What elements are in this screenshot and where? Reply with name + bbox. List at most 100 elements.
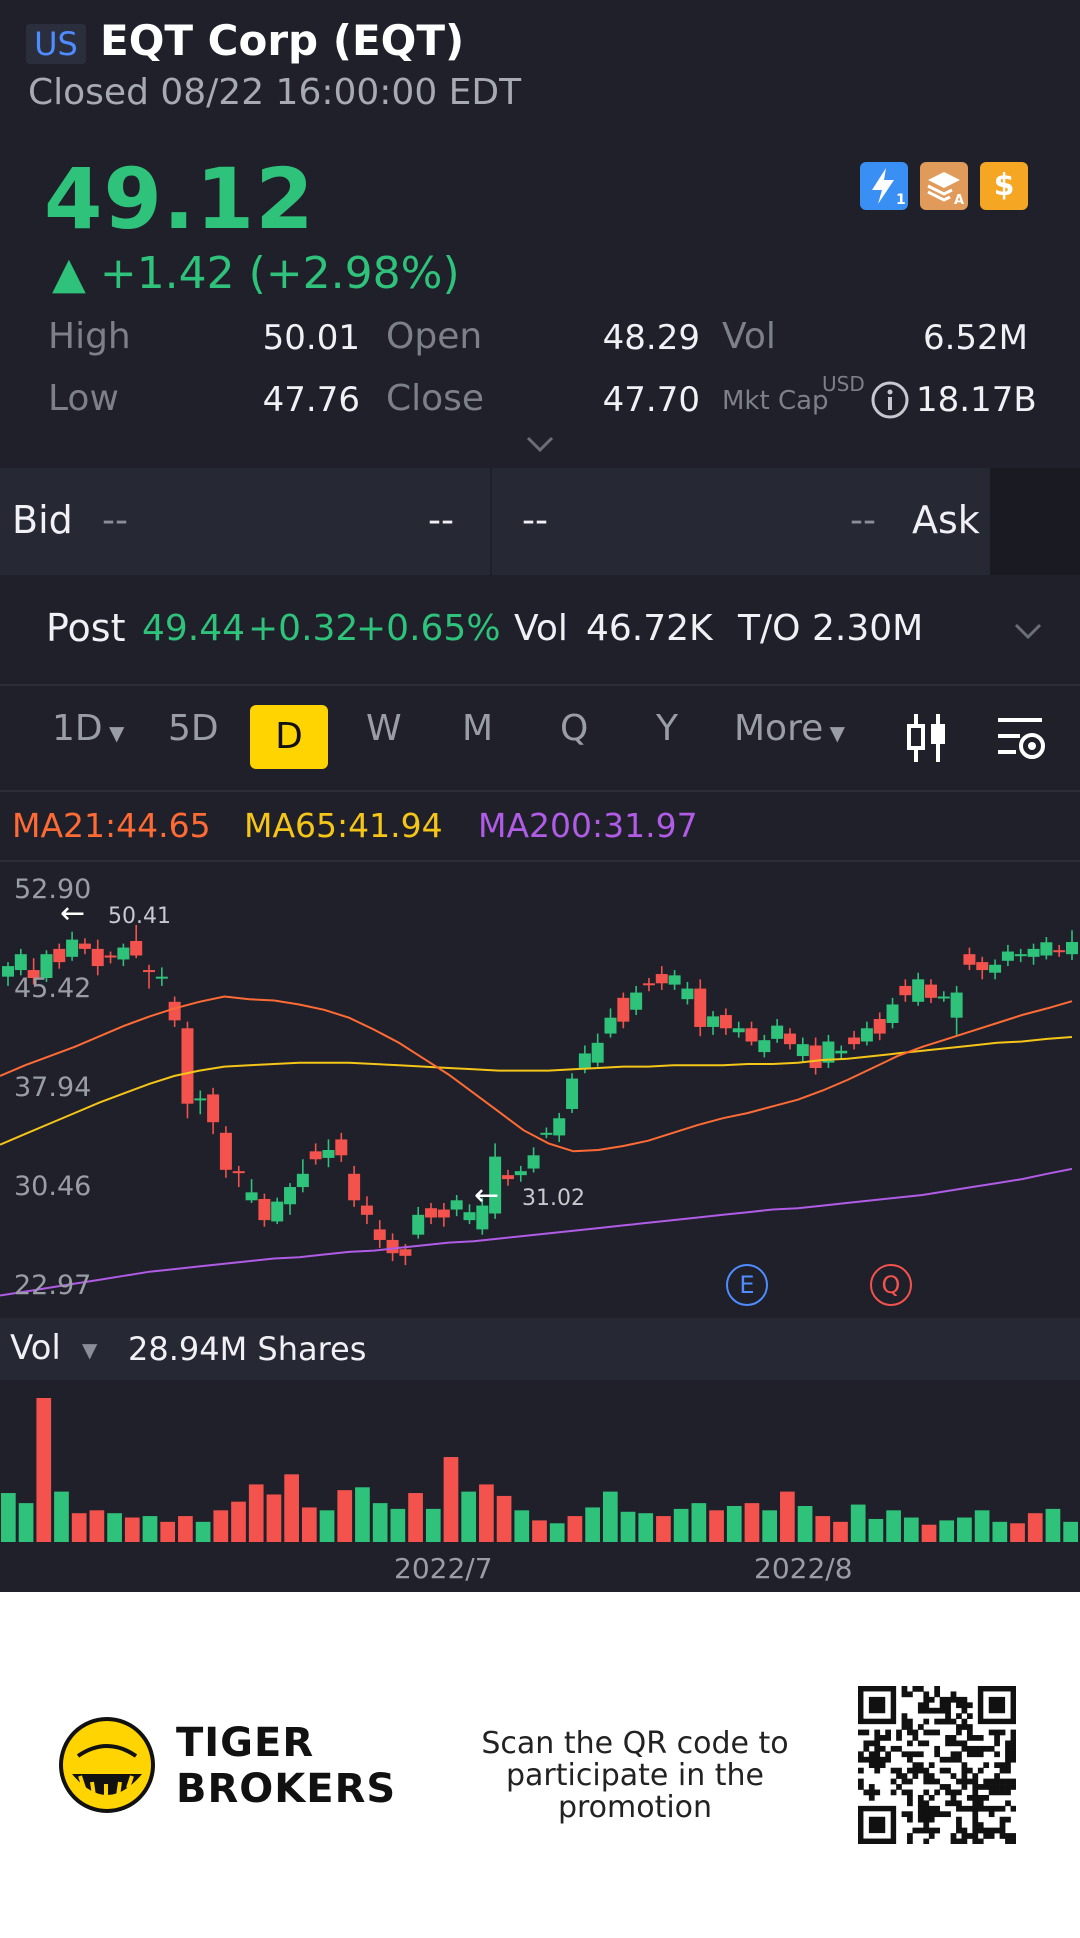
qr-module [966,1833,973,1839]
candle-body [412,1214,425,1235]
stack-a-icon[interactable]: A [920,162,968,210]
qr-module [917,1724,924,1730]
qr-module [1005,1838,1011,1844]
candlestick-type-icon[interactable] [904,712,950,768]
volume-dropdown-icon[interactable]: ▼ [82,1338,98,1362]
ask-size: -- [850,500,876,541]
qr-module [1005,1756,1011,1763]
qr-module [972,1833,979,1839]
post-pct: +0.65% [356,608,501,649]
tab-1d[interactable]: 1D ▼ [52,708,125,749]
ma65-label: MA65:41.94 [244,806,443,845]
qr-module [961,1762,968,1769]
qr-module [966,1713,973,1719]
qr-module [988,1784,995,1790]
qr-module [945,1707,951,1714]
chart-settings-icon[interactable] [996,714,1046,766]
volume-header[interactable] [0,1318,1080,1380]
qr-module [1005,1778,1011,1785]
tab-m[interactable]: M [462,708,494,749]
candle-body [553,1118,566,1136]
qr-module [966,1751,973,1758]
candle-body [476,1205,489,1230]
qr-module [961,1827,968,1834]
tab-more[interactable]: More ▼ [734,708,845,749]
qr-module [961,1745,968,1752]
qr-module [923,1773,930,1779]
qr-module [885,1735,891,1741]
qr-module [999,1827,1006,1834]
lightning-level1-icon[interactable]: 1 [860,162,908,210]
candle-body [899,985,912,996]
qr-module [907,1718,913,1725]
qr-module [966,1735,973,1741]
qr-module [879,1762,886,1769]
qr-module [977,1805,984,1812]
candle-body [335,1139,348,1156]
qr-module [868,1740,875,1747]
qr-module [879,1735,886,1741]
qr-module [945,1696,951,1703]
qr-module [977,1838,984,1844]
dollar-icon[interactable]: $ [980,162,1028,210]
qr-module [1010,1784,1016,1790]
qr-module [939,1696,946,1703]
volume-bar [709,1510,724,1542]
qr-module [901,1724,908,1730]
qr-module [934,1707,941,1714]
qr-module [950,1838,957,1844]
volume-bar [921,1524,937,1542]
qr-module [977,1822,984,1828]
qr-module [999,1816,1006,1823]
qr-module [934,1751,941,1758]
qr-module [934,1827,941,1834]
qr-module [896,1784,902,1790]
tab-y[interactable]: Y [656,708,678,749]
qr-module [961,1773,968,1779]
qr-module [863,1789,870,1796]
volume-bar [425,1508,441,1542]
candle-body [873,1019,886,1034]
qr-module [890,1789,897,1796]
qr-module [945,1800,951,1807]
qr-module [890,1745,897,1752]
quarterly-event-marker[interactable]: Q [870,1264,912,1306]
tab-5d[interactable]: 5D [168,708,219,749]
qr-module [977,1794,984,1801]
post-expand-chevron-icon[interactable] [1012,620,1044,646]
qr-module [956,1729,962,1736]
tab-q[interactable]: Q [560,708,589,749]
qr-module [972,1784,979,1790]
candle-body [348,1173,361,1201]
candle-body [373,1229,386,1240]
qr-module [977,1751,984,1758]
qr-module [994,1735,1000,1741]
price-chart[interactable] [0,862,1080,1318]
qr-module [950,1696,957,1703]
volume-label: Vol [10,1328,61,1368]
tab-d-active[interactable]: D [250,705,328,769]
qr-module [945,1756,951,1763]
qr-module [1010,1756,1016,1763]
candle-body [514,1171,527,1176]
candle-body [386,1239,399,1254]
qr-module [917,1740,924,1747]
svg-text:1: 1 [896,192,906,208]
earnings-event-marker[interactable]: E [726,1264,768,1306]
qr-module [907,1778,913,1785]
qr-module [923,1702,930,1709]
qr-module [994,1784,1000,1790]
info-icon[interactable] [870,380,910,424]
volume-bar [266,1494,282,1542]
qr-module [934,1778,941,1785]
qr-module [907,1833,913,1839]
post-to-label: T/O [738,608,801,649]
volume-bar [726,1506,742,1542]
bid-ask-divider [490,468,492,575]
qr-module [901,1713,908,1719]
qr-module [1005,1767,1011,1774]
expand-chevron-icon[interactable] [524,434,556,458]
y-axis-label: 45.42 [14,973,92,1004]
tab-w[interactable]: W [366,708,402,749]
qr-module [1005,1789,1011,1796]
